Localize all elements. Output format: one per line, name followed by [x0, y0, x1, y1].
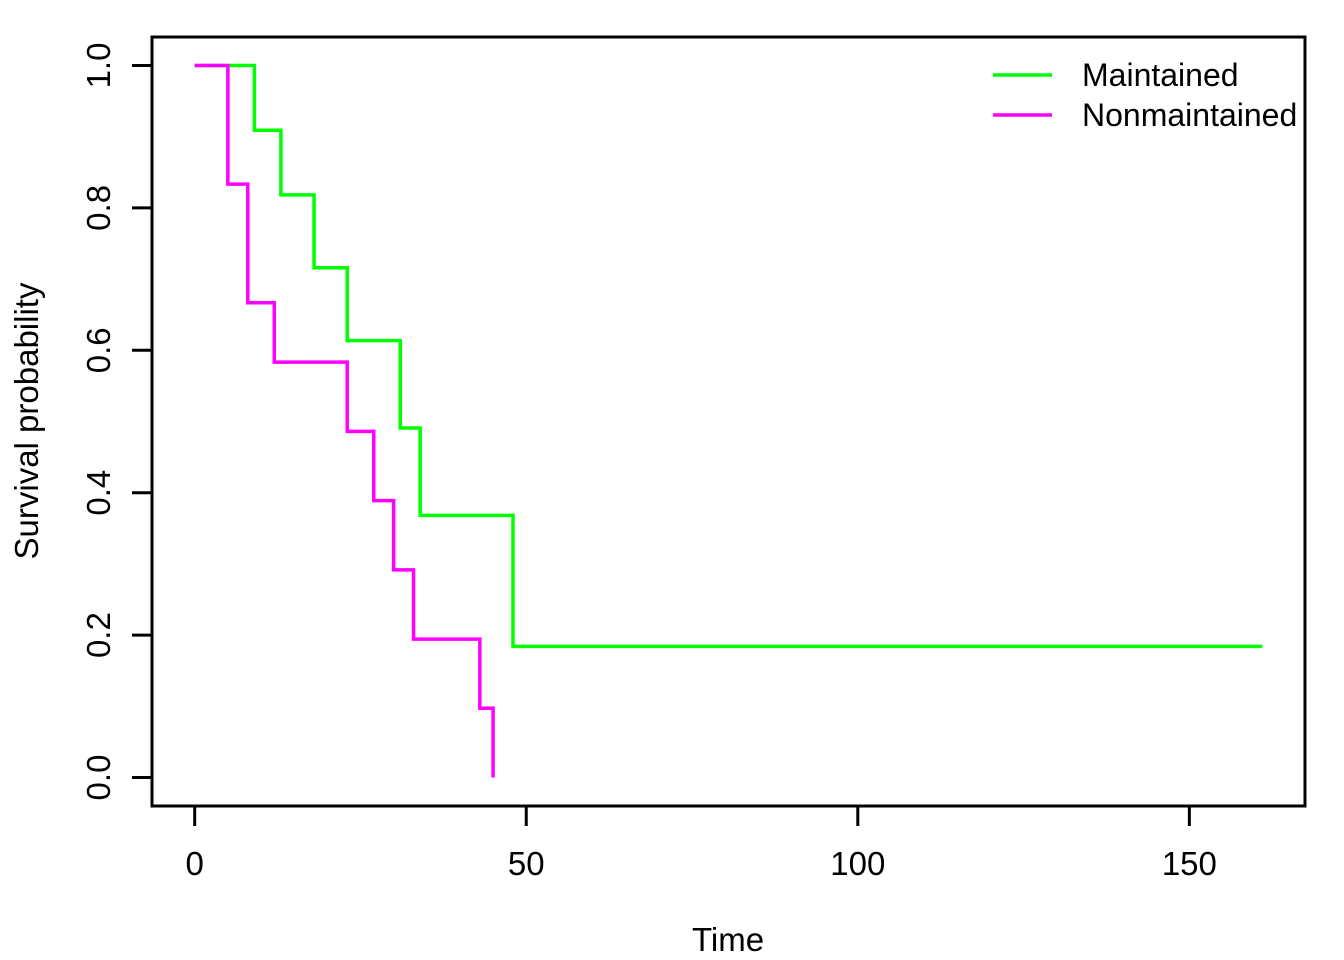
- plot-area-border: [150, 35, 1307, 808]
- x-axis-ticks: 0 50 100 150: [186, 806, 1217, 882]
- y-tick-label: 1.0: [80, 43, 117, 89]
- y-axis-ticks: 0.0 0.2 0.4 0.6 0.8 1.0: [80, 43, 152, 801]
- y-axis-label: Survival probability: [8, 282, 45, 559]
- curve-maintained: [194, 63, 1263, 649]
- y-tick-label: 0.4: [80, 470, 117, 516]
- y-tick-label: 0.0: [80, 755, 117, 801]
- survival-curves: [194, 63, 1263, 778]
- legend-label-maintained: Maintained: [1082, 57, 1239, 93]
- legend: Maintained Nonmaintained: [993, 57, 1297, 133]
- x-tick-label: 50: [508, 845, 545, 882]
- curve-nonmaintained: [194, 63, 495, 778]
- x-tick-label: 150: [1162, 845, 1217, 882]
- x-tick-label: 100: [830, 845, 885, 882]
- y-tick-label: 0.8: [80, 185, 117, 231]
- x-axis-label: Time: [692, 921, 764, 958]
- y-tick-label: 0.6: [80, 327, 117, 373]
- y-tick-label: 0.2: [80, 612, 117, 658]
- x-tick-label: 0: [186, 845, 204, 882]
- legend-label-nonmaintained: Nonmaintained: [1082, 97, 1297, 133]
